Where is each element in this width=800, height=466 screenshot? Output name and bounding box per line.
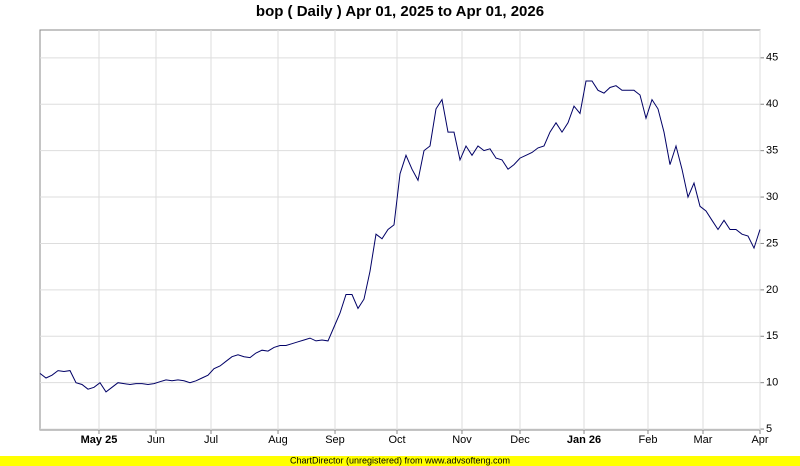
y-tick-label: 15 [766,330,778,342]
price-line [39,80,761,393]
x-tick-label: Dec [510,434,530,446]
y-tick-label: 20 [766,284,778,296]
y-tick-label: 35 [766,145,778,157]
y-tick-label: 5 [766,423,772,435]
y-tick-label: 30 [766,191,778,203]
x-tick-label: May 25 [81,434,118,446]
x-tick-label: Feb [638,434,657,446]
x-tick-label: Oct [388,434,405,446]
x-tick-label: Jun [147,434,165,446]
y-tick-label: 10 [766,377,778,389]
y-tick-label: 40 [766,98,778,110]
x-tick-label: Sep [325,434,345,446]
footer: ChartDirector (unregistered) from www.ad… [290,455,510,465]
x-tick-label: Apr [751,434,768,446]
x-tick-label: Aug [268,434,288,446]
y-tick-label: 45 [766,52,778,64]
x-tick-label: Mar [694,434,713,446]
footer-band [0,456,800,466]
plot-area [39,29,761,431]
x-tick-label: Jan 26 [567,434,601,446]
chart-title: bop ( Daily ) Apr 01, 2025 to Apr 01, 20… [256,3,544,20]
x-tick-label: Nov [452,434,472,446]
x-tick-label: Jul [204,434,218,446]
y-tick-label: 25 [766,237,778,249]
